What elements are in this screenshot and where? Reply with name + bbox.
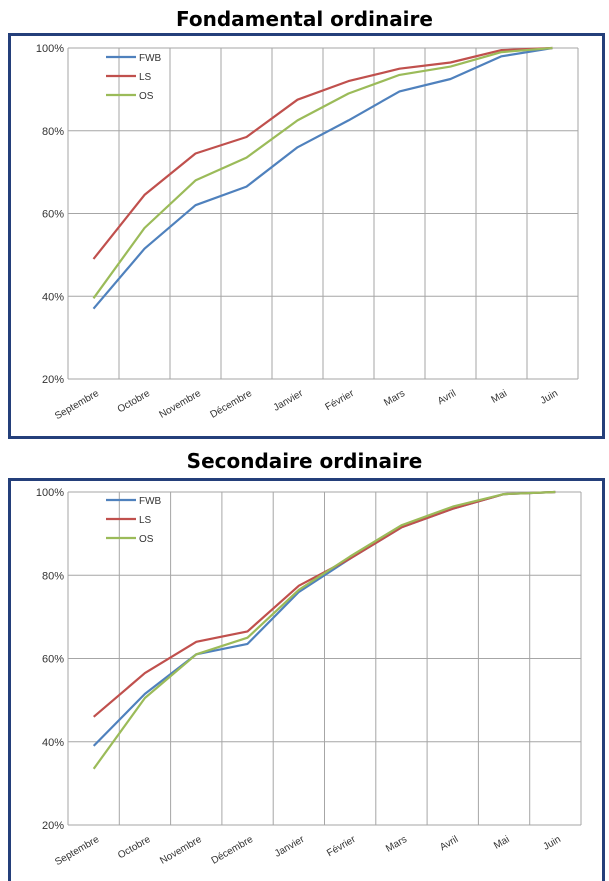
y-tick-label: 80% (42, 570, 64, 582)
chart-title-secondaire: Secondaire ordinaire (186, 449, 423, 473)
y-tick-label: 80% (42, 126, 64, 138)
legend-label-fwb: FWB (139, 53, 162, 64)
series-line-os (92, 46, 553, 299)
chart-panel-fondamental: 20% 40% 60% 80% 100% Septembre Octobre Novembre… (8, 33, 605, 439)
legend: FWB LS OS (106, 53, 162, 102)
x-tick-label: Avril (438, 834, 460, 853)
x-tick-label: Janvier (272, 388, 306, 414)
y-tick-label: 60% (42, 654, 64, 666)
x-tick-label: Mai (492, 834, 511, 852)
series-line-os (92, 490, 556, 770)
legend-label-os: OS (139, 91, 154, 102)
x-tick-label: Mars (382, 388, 407, 409)
legend-label-fwb: FWB (139, 496, 162, 507)
y-tick-label: 20% (42, 820, 64, 832)
y-tick-label: 100% (36, 43, 64, 55)
y-tick-label: 40% (42, 737, 64, 749)
x-tick-label: Novembre (158, 834, 204, 867)
x-tick-label: Mars (384, 834, 409, 855)
y-tick-label: 100% (36, 487, 64, 499)
legend-label-ls: LS (139, 72, 152, 83)
series-line-ls (92, 46, 553, 260)
y-tick-label: 20% (42, 374, 64, 386)
chart-fondamental: 20% 40% 60% 80% 100% Septembre Octobre Novembre… (36, 43, 579, 422)
series-line-fwb (92, 46, 553, 310)
legend-label-ls: LS (139, 515, 152, 526)
x-tick-label: Décembre (210, 834, 256, 867)
x-tick-label: Juin (541, 834, 562, 853)
x-tick-label: Octobre (116, 388, 153, 416)
x-tick-label: Juin (539, 388, 560, 407)
legend: FWB LS OS (106, 496, 162, 545)
x-tick-label: Janvier (273, 834, 307, 860)
x-tick-label: Octobre (116, 834, 153, 862)
x-tick-label: Novembre (158, 388, 204, 421)
x-tick-label: Février (324, 388, 357, 413)
x-tick-label: Septembre (53, 388, 101, 422)
chart-panel-secondaire: 20% 40% 60% 80% 100% Septembre Octobre Novembre… (8, 478, 605, 881)
x-tick-label: Décembre (209, 388, 255, 421)
legend-label-os: OS (139, 534, 154, 545)
x-tick-label: Avril (436, 388, 458, 407)
y-tick-label: 60% (42, 209, 64, 221)
chart-title-fondamental: Fondamental ordinaire (176, 7, 433, 31)
y-tick-label: 40% (42, 291, 64, 303)
x-tick-label: Février (325, 834, 358, 859)
x-tick-label: Septembre (53, 834, 101, 868)
chart-secondaire: 20% 40% 60% 80% 100% Septembre Octobre Novembre… (36, 487, 582, 868)
x-tick-label: Mai (490, 388, 509, 406)
